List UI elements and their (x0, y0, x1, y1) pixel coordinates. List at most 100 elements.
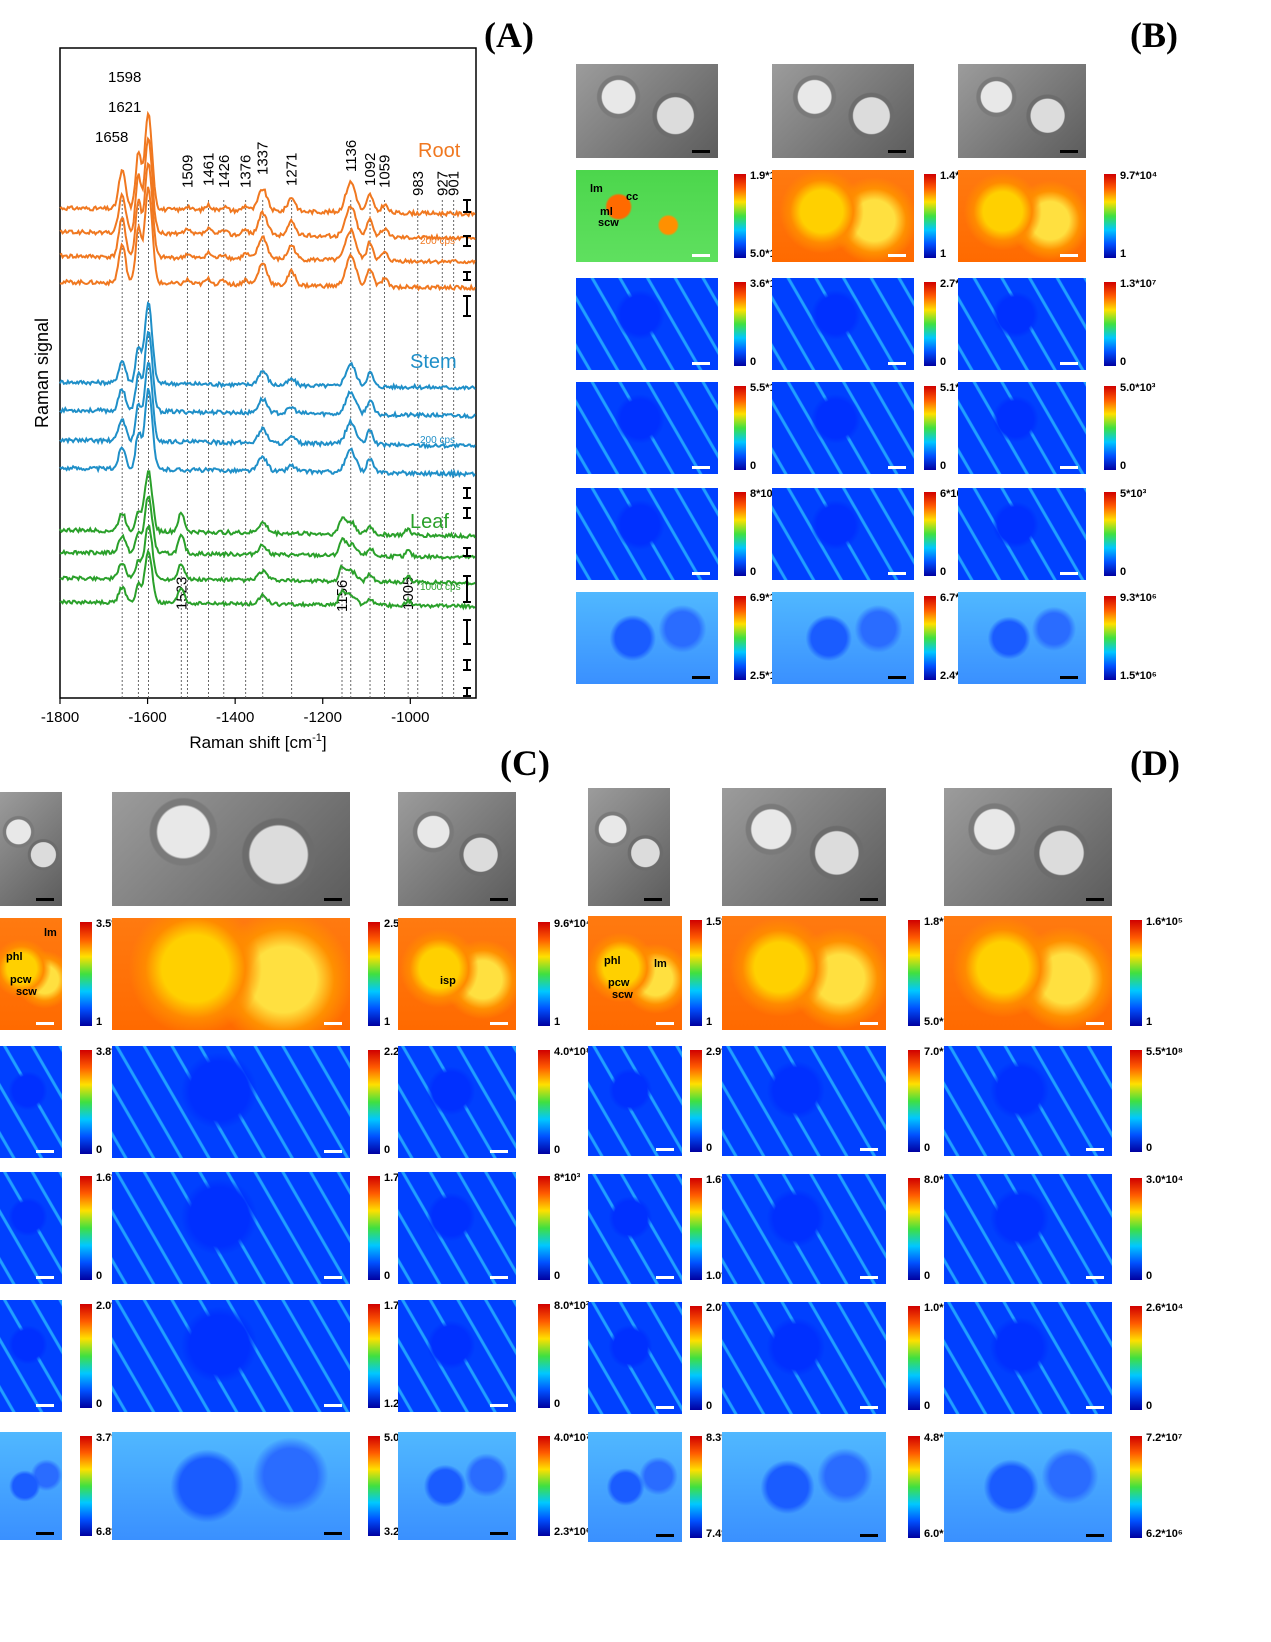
scale-bar (692, 676, 710, 679)
colorbar (1104, 282, 1116, 366)
colorbar-max-label: 5.0*10³ (1120, 382, 1156, 394)
raman-map-cyan (772, 592, 914, 684)
raman-map-int (0, 918, 62, 1030)
colorbar (538, 1176, 550, 1280)
colorbar (734, 596, 746, 680)
scale-bar (1086, 1148, 1104, 1151)
annotation-scw-c: scw (16, 986, 37, 998)
colorbar (538, 922, 550, 1026)
annotation-pcw-c: pcw (10, 974, 32, 986)
colorbar-min-label: 0 (554, 1270, 561, 1282)
scale-bar (490, 898, 508, 901)
raman-map-micro (772, 64, 914, 158)
annotation-scw-d: scw (612, 989, 633, 1001)
scale-bar (860, 1406, 878, 1409)
peak-label: 1621 (108, 99, 141, 116)
scale-bar (888, 254, 906, 257)
raman-map-blue (944, 1174, 1112, 1284)
raman-map-blue (588, 1174, 682, 1284)
colorbar-min-label: 1 (96, 1016, 103, 1028)
colorbar (908, 1050, 920, 1152)
colorbar-min-label: 0 (706, 1142, 713, 1154)
spectrum-root (59, 161, 476, 265)
colorbar (1130, 1050, 1142, 1152)
scale-bar (324, 1276, 342, 1279)
scale-bar (656, 1276, 674, 1279)
raman-map-int (944, 916, 1112, 1030)
colorbar (368, 1176, 380, 1280)
group-label-leaf: Leaf (410, 511, 449, 533)
scale-bar (36, 1276, 54, 1279)
raman-map-micro (722, 788, 886, 906)
annotation-scw-b: scw (598, 217, 619, 229)
scale-bar (656, 1406, 674, 1409)
x-tick-label: -1000 (391, 709, 429, 726)
scale-bar (888, 150, 906, 153)
raman-map-cyan (958, 592, 1086, 684)
x-tick-label: -1800 (41, 709, 79, 726)
scale-bar (1086, 1276, 1104, 1279)
scale-bar (656, 1534, 674, 1537)
raman-map-blue (772, 382, 914, 474)
colorbar (80, 1176, 92, 1280)
colorbar (80, 1304, 92, 1408)
scale-bar (888, 572, 906, 575)
colorbar-min-label: 0 (384, 1144, 391, 1156)
colorbar-min-label: 0 (384, 1270, 391, 1282)
colorbar-max-label: 4.0*10⁷ (554, 1432, 591, 1444)
colorbar-min-label: 0 (940, 356, 947, 368)
scale-bar (1086, 1534, 1104, 1537)
colorbar (368, 1304, 380, 1408)
plot-frame (59, 47, 477, 699)
colorbar-min-label: 1 (554, 1016, 561, 1028)
colorbar-min-label: 0 (750, 356, 757, 368)
peak-label: 1092 (362, 153, 379, 186)
scale-bar (656, 1022, 674, 1025)
colorbar-max-label: 2.6*10⁴ (1146, 1302, 1184, 1314)
raman-map-cyan (944, 1432, 1112, 1542)
x-axis-label: Raman shift [cm-1] (189, 732, 326, 752)
peak-label: 1376 (238, 155, 255, 188)
raman-map-micro (112, 792, 350, 906)
colorbar (1130, 1306, 1142, 1410)
colorbar (924, 596, 936, 680)
scale-bar (692, 362, 710, 365)
raman-map-blue (576, 382, 718, 474)
raman-map-micro (958, 64, 1086, 158)
raman-map-int (112, 918, 350, 1030)
spectrum-stem (59, 361, 476, 450)
scale-bar (860, 1276, 878, 1279)
colorbar-min-label: 0 (750, 566, 757, 578)
colorbar-min-label: 2.3*10⁶ (554, 1526, 591, 1538)
spectrum-stem (59, 387, 476, 479)
colorbar (368, 1436, 380, 1536)
annotation-lm-b: lm (590, 183, 603, 195)
colorbar-max-label: 9.7*10⁴ (1120, 170, 1158, 182)
colorbar-min-label: 0 (924, 1142, 931, 1154)
colorbar-max-label: 9.6*10⁴ (554, 918, 592, 930)
colorbar (1130, 920, 1142, 1026)
raman-map-blue (722, 1174, 886, 1284)
panel-label-c: (C) (500, 743, 550, 783)
scale-bar (490, 1022, 508, 1025)
scale-bar (324, 1022, 342, 1025)
colorbar (908, 1178, 920, 1280)
colorbar-max-label: 1.3*10⁷ (1120, 278, 1157, 290)
raman-map-micro (398, 792, 516, 906)
panel-label-b: (B) (1130, 15, 1178, 55)
peak-label: 1271 (284, 153, 301, 186)
raman-map-int (958, 170, 1086, 262)
scale-bar (324, 1150, 342, 1153)
annotation-lm-c: lm (44, 927, 57, 939)
peak-label: 1598 (108, 69, 141, 86)
colorbar-min-label: 0 (96, 1398, 103, 1410)
raman-map-int (772, 170, 914, 262)
raman-map-blue (958, 488, 1086, 580)
peak-label: 1658 (95, 129, 128, 146)
colorbar-min-label: 0 (96, 1270, 103, 1282)
colorbar (908, 920, 920, 1026)
raman-map-blue (112, 1300, 350, 1412)
colorbar (80, 1436, 92, 1536)
scale-bar (692, 572, 710, 575)
colorbar-min-label: 1 (706, 1016, 713, 1028)
